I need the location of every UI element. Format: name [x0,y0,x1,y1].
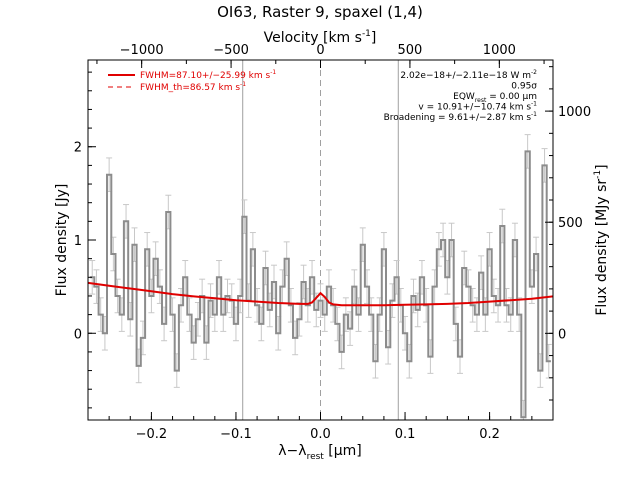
x-tick-label-0: −0.2 [136,427,168,442]
fit-series [88,281,553,307]
annotation-text-4: Broadening = 9.61+/−2.87 km s [384,113,532,123]
data-series [90,150,551,419]
x-tick-label-4: 0.2 [479,427,500,442]
fit-line [88,281,553,307]
annotation-sup-0: -2 [531,69,537,76]
annotation-1: 0.95σ [511,82,537,92]
x2-tick-label-2: 0 [316,43,324,58]
annotation-text-3: v = 10.91+/−10.74 km s [418,103,531,113]
x2-tick-label-4: 1000 [483,43,516,58]
annotation-text-2: EQW [453,92,475,102]
x-tick-label-3: 0.1 [395,427,416,442]
annotation-text-1: 0.95σ [511,82,537,92]
legend-label-sup-0: -1 [270,69,276,76]
y2-tick-label-0: 0 [558,327,566,342]
legend-label-sup-1: -1 [240,81,246,88]
axis-ticks: −0.2 −0.1 0.0 0.1 0.2 −1000 −500 0 500 1000 0 1 2 0 50… [74,43,591,442]
x-tick-label-1: −0.1 [220,427,252,442]
annotation-4: Broadening = 9.61+/−2.87 km s-1 [384,111,538,123]
y2-axis-title: Flux density [MJy sr-1] [593,164,610,315]
y-axis-title: Flux density [Jy] [54,184,70,297]
x-axis-title: λ−λrest [μm] [278,443,362,462]
reference-lines [242,60,399,420]
annotation-sup-3: -1 [531,101,537,108]
data-step-line [90,150,551,419]
y2-tick-label-1: 500 [558,216,583,231]
annotation-0: 2.02e−18+/−2.11e−18 W m-2 [400,69,537,81]
annotation-3: v = 10.91+/−10.74 km s-1 [418,101,537,113]
annotation-sup-4: -1 [531,111,537,118]
x2-tick-label-1: −500 [213,43,249,58]
annotation-2: EQWrest = 0.00 μm [453,92,537,104]
annotation-tail-2: = 0.00 μm [486,92,537,102]
x2-axis-title-sup: -1 [362,29,371,39]
legend-label-1: FWHM_th=86.57 km s-1 [140,81,246,93]
y-tick-label-2: 2 [74,141,82,156]
x2-axis-title: Velocity [km s-1] [264,29,377,46]
x-axis-title-sub: rest [307,452,325,462]
annotation-text-0: 2.02e−18+/−2.11e−18 W m [400,71,531,81]
y-tick-label-0: 0 [74,327,82,342]
x-tick-label-2: 0.0 [310,427,331,442]
y2-axis-title-sup: -1 [593,170,603,179]
y2-tick-label-2: 1000 [558,105,591,120]
chart-title: OI63, Raster 9, spaxel (1,4) [217,3,423,21]
x2-tick-label-3: 500 [398,43,423,58]
y-tick-label-1: 1 [74,234,82,249]
annotation-sub-2: rest [475,97,487,104]
legend-label-0: FWHM=87.10+/−25.99 km s-1 [140,69,276,81]
x2-tick-label-0: −1000 [120,43,164,58]
